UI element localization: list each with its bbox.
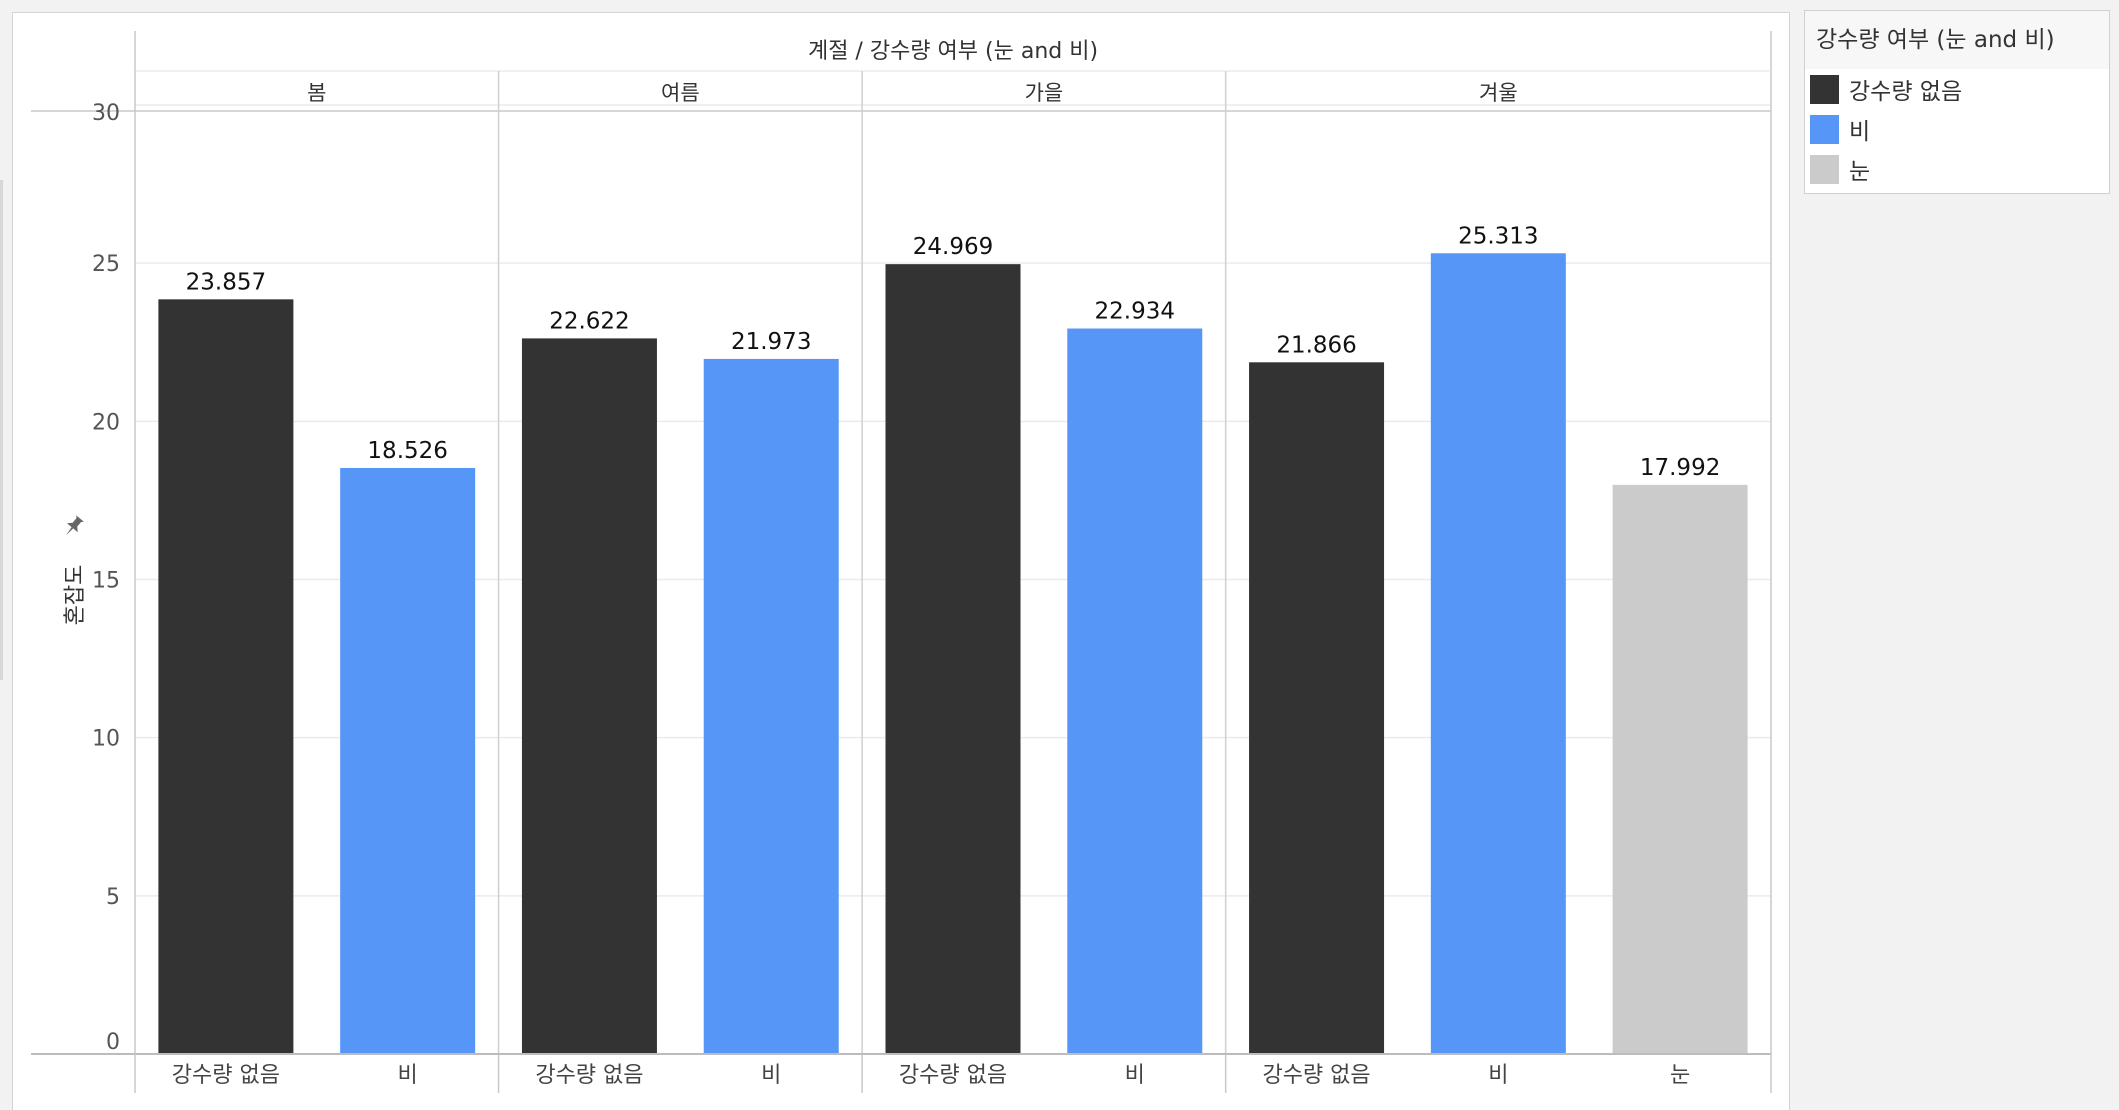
category-label: 강수량 없음 [172, 1063, 280, 1088]
y-tick-label: 10 [92, 727, 120, 752]
category-label: 비 [761, 1063, 781, 1088]
bar-value-label: 22.622 [549, 308, 629, 334]
bar-value-label: 21.866 [1276, 332, 1356, 358]
legend-swatch [1810, 154, 1839, 184]
chart-panel: 계절 / 강수량 여부 (눈 and 비) 봄 23.857 강수량 없음 18.526… [12, 12, 1790, 1110]
bar [1249, 362, 1385, 1054]
bar-value-label: 17.992 [1640, 455, 1720, 481]
y-axis-label: 혼잡도 [63, 565, 88, 626]
legend-item[interactable]: 강수량 없음 [1805, 69, 2109, 109]
bar [1612, 484, 1748, 1055]
y-tick-label: 25 [92, 252, 120, 277]
category-label: 비 [1488, 1063, 1508, 1088]
group-label: 겨울 [1479, 81, 1518, 105]
bar-value-label: 21.973 [731, 329, 811, 355]
bar-value-label: 24.969 [913, 234, 993, 260]
y-tick-label: 15 [92, 569, 120, 594]
bar [340, 467, 476, 1054]
legend-item[interactable]: 눈 [1805, 149, 2109, 189]
y-tick-label: 20 [92, 410, 120, 435]
legend-title: 강수량 여부 (눈 and 비) [1805, 11, 2109, 69]
category-label: 강수량 없음 [535, 1063, 643, 1088]
y-tick-label: 30 [92, 101, 120, 126]
pin-icon [65, 515, 84, 536]
legend-swatch [1810, 74, 1839, 104]
bar-value-label: 23.857 [186, 269, 266, 295]
category-label: 비 [1125, 1063, 1145, 1088]
y-tick-label: 0 [106, 1030, 120, 1055]
group-label: 가을 [1025, 81, 1064, 105]
category-label: 강수량 없음 [899, 1063, 1007, 1088]
bar [703, 358, 839, 1054]
bar [158, 299, 294, 1054]
group-label: 봄 [307, 81, 326, 105]
legend-label: 비 [1849, 119, 1871, 145]
bar-chart: 계절 / 강수량 여부 (눈 and 비) 봄 23.857 강수량 없음 18.526… [31, 31, 1772, 1093]
legend-item[interactable]: 비 [1805, 109, 2109, 149]
category-label: 강수량 없음 [1262, 1063, 1370, 1088]
chart-title: 계절 / 강수량 여부 (눈 and 비) [808, 39, 1098, 64]
bar [1067, 328, 1203, 1054]
bar [521, 338, 657, 1054]
bar-value-label: 22.934 [1095, 299, 1175, 325]
category-label: 비 [398, 1063, 418, 1088]
legend-label: 강수량 없음 [1849, 79, 1963, 105]
legend-swatch [1810, 114, 1839, 144]
group-label: 여름 [661, 81, 700, 105]
y-tick-label: 5 [106, 885, 120, 910]
bar [1430, 253, 1566, 1054]
bar [885, 264, 1021, 1054]
bar-value-label: 18.526 [367, 438, 447, 464]
bar-value-label: 25.313 [1458, 223, 1538, 249]
category-label: 눈 [1670, 1063, 1690, 1088]
panel-edge [0, 180, 3, 680]
legend-label: 눈 [1849, 159, 1871, 185]
